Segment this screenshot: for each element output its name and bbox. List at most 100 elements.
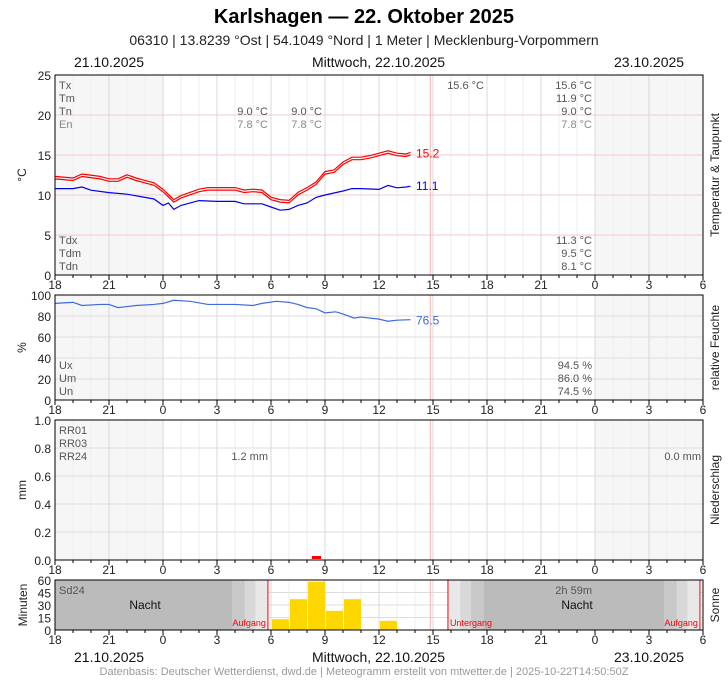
stat-value-tn: 9.0 °C <box>291 106 322 118</box>
plot-frame <box>54 74 704 276</box>
y-tick-label: 30 <box>38 599 52 613</box>
x-tick-label: 12 <box>372 403 386 417</box>
x-tick-label: 6 <box>268 278 275 292</box>
twilight-band <box>255 580 268 630</box>
y-tick-label: 20 <box>38 373 52 387</box>
x-tick-label: 6 <box>700 633 707 647</box>
x-tick-label: 6 <box>268 633 275 647</box>
x-tick-label: 3 <box>646 403 653 417</box>
stat-label-tdm: Tdm <box>59 248 81 260</box>
y-tick-label: 25 <box>38 69 52 83</box>
night-band <box>447 580 700 630</box>
date-right-bottom: 23.10.2025 <box>614 649 685 665</box>
stat-label-tdn: Tdn <box>59 261 78 273</box>
date-left-top: 21.10.2025 <box>74 54 145 70</box>
x-tick-label: 0 <box>592 278 599 292</box>
y-tick-label: 1.0 <box>34 414 51 428</box>
stat-value-tn: 9.0 °C <box>561 106 592 118</box>
x-tick-label: 9 <box>322 403 329 417</box>
x-tick-label: 6 <box>700 278 707 292</box>
x-tick-label: 0 <box>592 563 599 577</box>
x-tick-label: 21 <box>534 633 548 647</box>
footer-source: Datenbasis: Deutscher Wetterdienst, dwd.… <box>99 666 629 678</box>
y-axis-label: °C <box>15 168 29 182</box>
panel-title: Niederschlag <box>708 455 722 525</box>
plot-frame <box>54 294 704 401</box>
stat-label-rr03: RR03 <box>59 438 87 450</box>
y-tick-label: 60 <box>38 574 52 588</box>
x-tick-label: 21 <box>102 563 116 577</box>
y-tick-label: 0.6 <box>34 470 51 484</box>
stat-value-tdn: 8.1 °C <box>561 261 592 273</box>
sunrise-label: Aufgang <box>664 618 698 628</box>
stat-value-ux: 94.5 % <box>558 360 592 372</box>
panel-title: Temperatur & Taupunkt <box>708 112 722 237</box>
stat-label-sd24: Sd24 <box>59 585 85 597</box>
sunrise-label: Aufgang <box>232 618 266 628</box>
x-tick-label: 21 <box>102 403 116 417</box>
date-left-bottom: 21.10.2025 <box>74 649 145 665</box>
x-tick-label: 9 <box>322 563 329 577</box>
y-tick-label: 0.8 <box>34 442 51 456</box>
humidity-end-label: 76.5 <box>416 314 440 328</box>
stat-label-tdx: Tdx <box>59 235 78 247</box>
x-tick-label: 15 <box>426 278 440 292</box>
dewpoint-line <box>55 184 411 211</box>
y-tick-label: 0.4 <box>34 498 51 512</box>
stat-label-un: Un <box>59 386 73 398</box>
stat-label-tn: Tn <box>59 106 72 118</box>
rr24-day2: 0.0 mm <box>664 451 701 463</box>
sunshine-bar <box>344 599 361 630</box>
plot-frame <box>54 579 704 631</box>
x-tick-label: 9 <box>322 278 329 292</box>
x-tick-label: 18 <box>480 403 494 417</box>
night-label: Nacht <box>129 598 161 612</box>
panel-title: Sonne <box>708 587 722 622</box>
x-tick-label: 21 <box>534 278 548 292</box>
sunshine-bar <box>308 581 325 630</box>
x-tick-label: 18 <box>48 563 62 577</box>
x-tick-label: 18 <box>48 633 62 647</box>
precip-marker <box>312 556 321 559</box>
stat-value-tm: 11.9 °C <box>556 93 592 105</box>
y-tick-label: 0 <box>44 624 51 638</box>
x-tick-label: 15 <box>426 403 440 417</box>
x-tick-label: 15 <box>426 563 440 577</box>
stat-value-tn: 9.0 °C <box>237 106 268 118</box>
rr24-day1: 1.2 mm <box>231 451 268 463</box>
x-tick-label: 15 <box>426 633 440 647</box>
page-title: Karlshagen — 22. Oktober 2025 <box>213 6 515 28</box>
x-tick-label: 3 <box>214 633 221 647</box>
x-tick-label: 0 <box>160 563 167 577</box>
stat-label-rr24: RR24 <box>59 451 87 463</box>
stat-value-tdx: 11.3 °C <box>556 235 592 247</box>
station-info: 06310 | 13.8239 °Ost | 54.1049 °Nord | 1… <box>129 32 599 48</box>
sd24-value: 2h 59m <box>555 585 592 597</box>
y-tick-label: 45 <box>38 587 52 601</box>
x-tick-label: 21 <box>534 563 548 577</box>
x-tick-label: 12 <box>372 633 386 647</box>
y-tick-label: 40 <box>38 352 52 366</box>
stat-value-tx: 15.6 °C <box>447 80 484 92</box>
stat-label-rr01: RR01 <box>59 425 87 437</box>
twilight-band <box>471 580 484 630</box>
y-tick-label: 15 <box>38 612 52 626</box>
x-tick-label: 3 <box>214 278 221 292</box>
x-tick-label: 0 <box>160 403 167 417</box>
x-tick-label: 6 <box>268 563 275 577</box>
sunshine-bar <box>326 610 343 630</box>
x-tick-label: 21 <box>102 633 116 647</box>
y-tick-label: 15 <box>38 149 52 163</box>
x-tick-label: 18 <box>480 563 494 577</box>
x-tick-label: 12 <box>372 278 386 292</box>
stat-value-en: 7.8 °C <box>561 119 592 131</box>
date-right-top: 23.10.2025 <box>614 54 685 70</box>
y-tick-label: 100 <box>31 289 51 303</box>
sunset-label: Untergang <box>450 618 492 628</box>
x-tick-label: 6 <box>268 403 275 417</box>
temperature-line <box>54 150 411 202</box>
stat-label-tm: Tm <box>59 93 75 105</box>
x-tick-label: 21 <box>102 278 116 292</box>
